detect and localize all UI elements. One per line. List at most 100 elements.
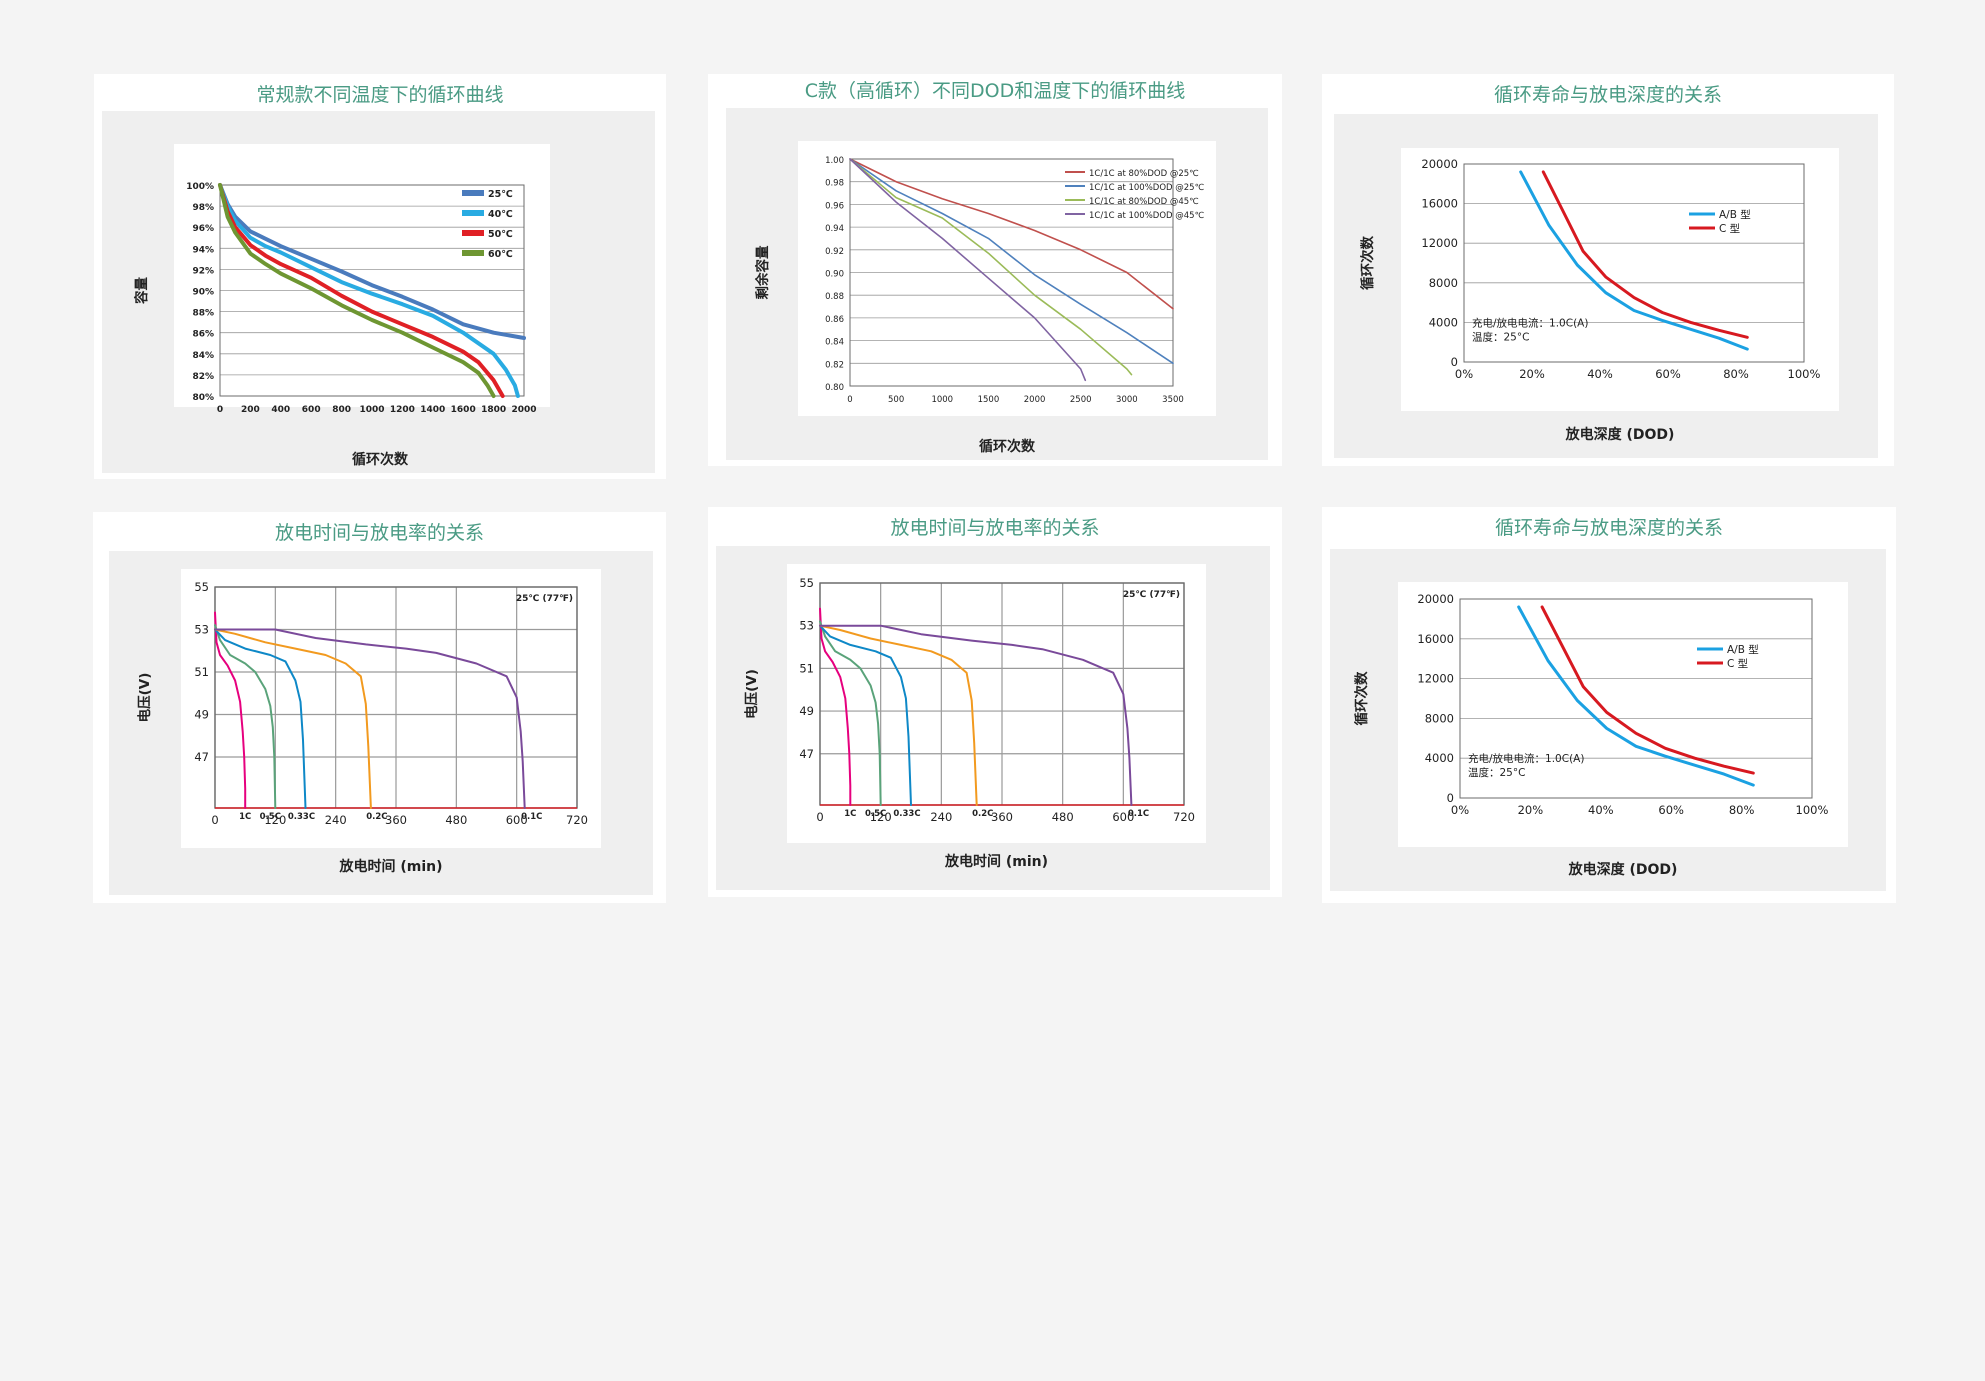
x-tick-label: 20% xyxy=(1519,367,1545,381)
x-axis-label: 循环次数 xyxy=(352,451,409,468)
x-tick-label: 0 xyxy=(217,405,223,415)
x-tick-label: 600 xyxy=(302,405,321,415)
chart-panel: 0 4000 8000 12000 16000 20000 0% 20% 40% 60% 80% 10… xyxy=(1330,549,1886,891)
chart-panel: 47 49 51 53 55 0 120 240 360 480 600 720 1C 0.5C 0.33C… xyxy=(109,551,653,895)
rate-label: 0.5C xyxy=(865,809,886,819)
y-tick-label: 98% xyxy=(192,203,214,213)
chart-panel: 47 49 51 53 55 0 120 240 360 480 600 720 1C 0.5C 0.33C… xyxy=(716,546,1270,890)
chart-plot-card xyxy=(1401,148,1839,411)
x-tick-label: 60% xyxy=(1655,367,1681,381)
x-tick-label: 500 xyxy=(888,395,904,405)
y-tick-label: 20000 xyxy=(1421,157,1458,171)
y-tick-label: 0.84 xyxy=(825,338,844,348)
y-tick-label: 100% xyxy=(186,182,214,192)
series-line xyxy=(849,158,1174,365)
x-tick-label: 480 xyxy=(445,813,467,827)
series-line xyxy=(218,183,520,398)
y-tick-label: 0.96 xyxy=(825,201,844,211)
y-tick-label: 16000 xyxy=(1421,197,1458,211)
y-tick-label: 16000 xyxy=(1417,632,1454,646)
legend-label: 1C/1C at 100%DOD @25℃ xyxy=(1089,183,1205,193)
y-tick-label: 53 xyxy=(194,623,209,637)
y-tick-label: 0.88 xyxy=(825,292,844,302)
x-tick-label: 720 xyxy=(1173,810,1195,824)
legend-label: 50℃ xyxy=(488,229,513,240)
temperature-annotation: 25℃ (77℉) xyxy=(516,594,573,604)
x-tick-label: 80% xyxy=(1729,803,1755,817)
chart-plot-card xyxy=(798,141,1216,416)
series-line xyxy=(849,158,1087,382)
legend-label: 25℃ xyxy=(488,189,513,200)
y-axis-label: 电压(V) xyxy=(743,669,760,719)
condition-annotation: 温度：25°C xyxy=(1468,766,1525,779)
rate-label: 0.1C xyxy=(521,812,542,822)
y-tick-label: 47 xyxy=(194,750,209,764)
dod-temperature-chart: 0.80 0.82 0.84 0.86 0.88 0.90 0.92 0.94 0.96 0.98… xyxy=(754,141,1216,455)
chart-title: 循环寿命与放电深度的关系 xyxy=(1494,517,1723,539)
y-tick-label: 88% xyxy=(192,309,214,319)
series-line xyxy=(819,620,882,806)
x-tick-label: 720 xyxy=(566,813,588,827)
y-tick-label: 8000 xyxy=(1425,711,1454,725)
y-tick-label: 92% xyxy=(192,266,214,276)
x-tick-label: 240 xyxy=(930,810,952,824)
y-tick-label: 82% xyxy=(192,372,214,382)
y-tick-label: 0.92 xyxy=(825,247,844,257)
y-tick-label: 49 xyxy=(194,708,209,722)
x-tick-label: 200 xyxy=(241,405,260,415)
y-axis-label: 剩余容量 xyxy=(754,245,771,299)
legend-label: A/B 型 xyxy=(1719,208,1751,221)
x-axis-label: 放电时间 (min) xyxy=(944,853,1048,870)
y-tick-label: 0.90 xyxy=(825,270,844,280)
chart-card-cycle-temperature: 常规款不同温度下的循环曲线 80% 82% 84% 86% 88% 90% 92% 94% 96… xyxy=(94,74,666,479)
x-tick-label: 2000 xyxy=(511,405,536,415)
x-tick-label: 100% xyxy=(1796,803,1829,817)
y-tick-label: 51 xyxy=(799,661,814,675)
legend-label: 60℃ xyxy=(488,249,513,260)
x-tick-label: 3500 xyxy=(1162,395,1184,405)
x-tick-label: 400 xyxy=(271,405,290,415)
chart-card-cycle-life-dod-2: 循环寿命与放电深度的关系 0 4000 8000 12000 16000 20000 0% 2… xyxy=(1322,507,1896,903)
legend-label: 40℃ xyxy=(488,209,513,220)
series-line xyxy=(214,628,307,809)
x-axis-label: 放电深度 (DOD) xyxy=(1568,861,1678,878)
y-axis-label: 容量 xyxy=(133,277,150,305)
x-tick-label: 1200 xyxy=(390,405,415,415)
legend-label: 1C/1C at 80%DOD @25℃ xyxy=(1089,169,1199,179)
x-tick-label: 1400 xyxy=(420,405,445,415)
rate-label: 0.33C xyxy=(893,809,920,819)
x-tick-label: 0 xyxy=(847,395,852,405)
cycle-life-dod-chart: 0 4000 8000 12000 16000 20000 0% 20% 40% 60% 80% 10… xyxy=(1359,148,1839,443)
y-tick-label: 51 xyxy=(194,665,209,679)
series-line xyxy=(218,183,526,340)
rate-label: 0.2C xyxy=(366,812,387,822)
series-line xyxy=(819,624,978,806)
legend-label: A/B 型 xyxy=(1727,643,1759,656)
y-tick-label: 80% xyxy=(192,393,214,403)
series-line xyxy=(218,183,496,398)
legend-label: C 型 xyxy=(1727,657,1748,670)
chart-panel: 80% 82% 84% 86% 88% 90% 92% 94% 96% 98% 100% 0 200 40… xyxy=(102,111,655,473)
y-tick-label: 4000 xyxy=(1425,751,1454,765)
x-tick-label: 120 xyxy=(264,813,286,827)
x-axis-label: 循环次数 xyxy=(979,438,1036,455)
y-tick-label: 1.00 xyxy=(825,156,844,166)
x-tick-label: 20% xyxy=(1518,803,1544,817)
x-axis-label: 放电深度 (DOD) xyxy=(1565,426,1675,443)
y-axis-label: 循环次数 xyxy=(1353,671,1370,725)
chart-title: 常规款不同温度下的循环曲线 xyxy=(256,84,504,106)
chart-panel: 0.80 0.82 0.84 0.86 0.88 0.90 0.92 0.94 0.96 0.98… xyxy=(726,108,1268,460)
x-tick-label: 600 xyxy=(1112,810,1134,824)
y-tick-label: 49 xyxy=(799,704,814,718)
rate-label: 0.1C xyxy=(1128,809,1149,819)
chart-card-cycle-life-dod: 循环寿命与放电深度的关系 0 4000 8000 12000 16000 20000 0% 2… xyxy=(1322,74,1894,466)
cycle-temperature-chart: 80% 82% 84% 86% 88% 90% 92% 94% 96% 98% 100% 0 200 40… xyxy=(133,144,550,468)
y-tick-label: 0 xyxy=(1451,355,1458,369)
y-axis-label: 循环次数 xyxy=(1359,236,1376,290)
rate-label: 1C xyxy=(844,809,856,819)
x-tick-label: 40% xyxy=(1588,803,1614,817)
y-tick-label: 12000 xyxy=(1421,236,1458,250)
series-line xyxy=(218,183,505,398)
series-line xyxy=(1517,605,1755,787)
x-tick-label: 3000 xyxy=(1116,395,1138,405)
